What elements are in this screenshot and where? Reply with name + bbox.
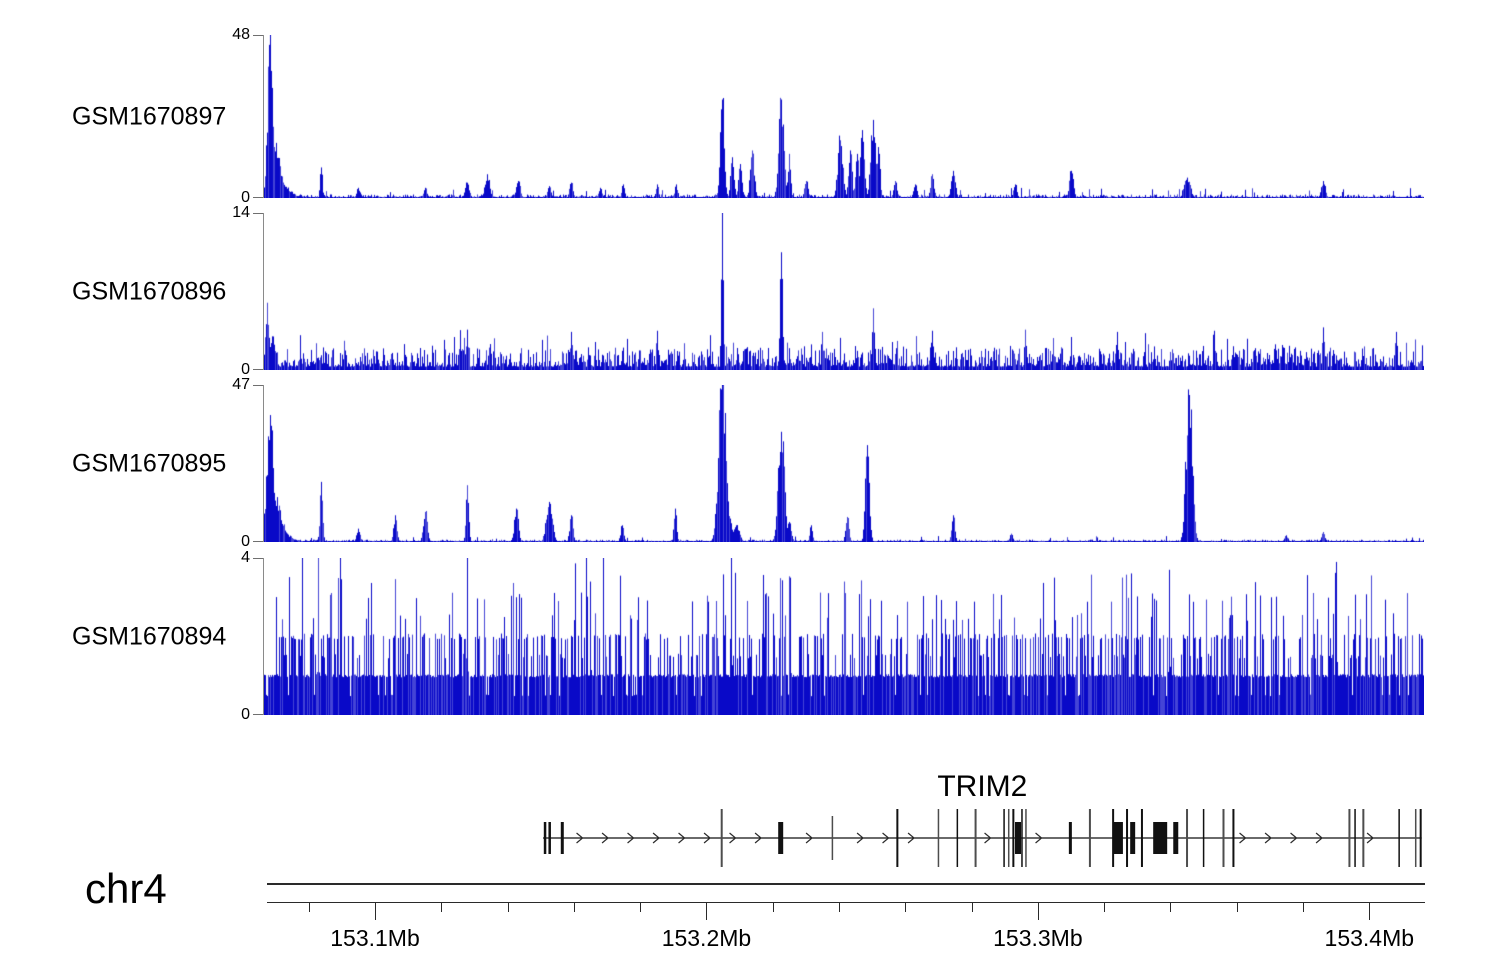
axis-minor-tick <box>1236 903 1238 912</box>
axis-minor-tick <box>507 903 509 912</box>
y-axis-line <box>263 385 264 542</box>
axis-minor-tick <box>772 903 774 912</box>
axis-line-upper <box>267 883 1425 885</box>
tick-label-153-4mb: 153.4Mb <box>1324 925 1415 951</box>
y-axis-tick-top <box>253 558 263 559</box>
coverage-canvas <box>264 213 1424 370</box>
gene-model-svg <box>543 809 1422 867</box>
y-axis-zero-label: 0 <box>241 533 250 550</box>
y-axis-max-label: 14 <box>232 204 250 221</box>
axis-minor-tick <box>971 903 973 912</box>
axis-major-tick <box>1037 903 1039 920</box>
axis-minor-tick <box>905 903 907 912</box>
y-axis-line <box>263 213 264 370</box>
tick-label-153-1mb: 153.1Mb <box>330 925 420 951</box>
axis-minor-tick <box>1303 903 1305 912</box>
coverage-canvas <box>264 385 1424 542</box>
y-axis-tick-bottom <box>253 369 263 370</box>
y-axis-tick-bottom <box>253 714 263 715</box>
coverage-canvas <box>264 558 1424 715</box>
gene-label: TRIM2 <box>937 770 1028 803</box>
coverage-track-2: GSM1670896 14 0 <box>0 204 1500 378</box>
axis-minor-tick <box>640 903 642 912</box>
tick-label-153-3mb: 153.3Mb <box>993 925 1083 951</box>
y-axis-tick-top <box>253 35 263 36</box>
chromosome-axis: chr4 153.1Mb 153.2Mb 153.3Mb 153.4Mb <box>0 865 1500 975</box>
y-axis-max-label: 47 <box>232 376 250 393</box>
track-label: GSM1670896 <box>72 277 227 305</box>
axis-minor-tick <box>1170 903 1172 912</box>
coverage-track-4: GSM1670894 4 0 <box>0 549 1500 723</box>
axis-minor-tick <box>573 903 575 912</box>
coverage-canvas <box>264 35 1424 198</box>
axis-major-tick <box>1369 903 1371 920</box>
axis-major-tick <box>706 903 708 920</box>
y-axis-zero-label: 0 <box>241 189 250 206</box>
y-axis-line <box>263 35 264 198</box>
y-axis-zero-label: 0 <box>241 361 250 378</box>
y-axis-tick-bottom <box>253 541 263 542</box>
axis-line-lower <box>267 902 1425 903</box>
tick-label-153-2mb: 153.2Mb <box>661 925 752 951</box>
axis-minor-tick <box>1104 903 1106 912</box>
track-label: GSM1670897 <box>72 102 227 130</box>
axis-minor-tick <box>441 903 443 912</box>
y-axis-zero-label: 0 <box>241 706 250 723</box>
coverage-track-1: GSM1670897 48 0 <box>0 26 1500 206</box>
gene-track: TRIM2 <box>0 770 1500 878</box>
axis-minor-tick <box>308 903 310 912</box>
track-label: GSM1670895 <box>72 449 227 477</box>
axis-minor-tick <box>839 903 841 912</box>
y-axis-tick-top <box>253 385 263 386</box>
y-axis-max-label: 48 <box>232 26 250 43</box>
y-axis-max-label: 4 <box>241 549 250 566</box>
chromosome-label: chr4 <box>85 865 167 912</box>
track-label: GSM1670894 <box>72 622 227 650</box>
y-axis-line <box>263 558 264 715</box>
y-axis-tick-bottom <box>253 197 263 198</box>
coverage-track-3: GSM1670895 47 0 <box>0 376 1500 550</box>
axis-major-tick <box>375 903 377 920</box>
y-axis-tick-top <box>253 213 263 214</box>
